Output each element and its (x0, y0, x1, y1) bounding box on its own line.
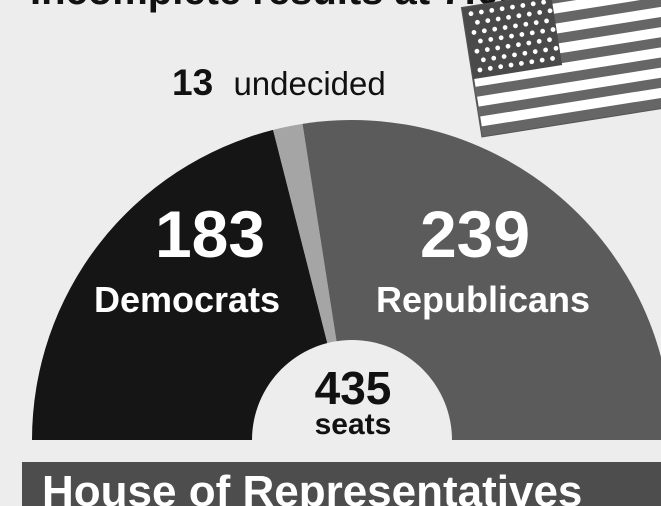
flag-star (492, 26, 498, 32)
flag-star (519, 32, 525, 37)
us-flag-icon (460, 0, 661, 138)
undecided-text: undecided (233, 65, 385, 102)
center-hole (252, 340, 452, 440)
flag-star (530, 1, 536, 7)
flag-star (553, 45, 559, 51)
flag-star (478, 9, 484, 15)
flag-stripe (480, 95, 661, 137)
flag-star (498, 35, 504, 41)
flag-star (502, 25, 508, 30)
flag-star (539, 57, 545, 63)
flag-stripe (477, 75, 661, 117)
flag-star (532, 49, 538, 54)
flag-star (550, 27, 556, 32)
flag-star (540, 28, 546, 34)
flag-star (537, 10, 543, 15)
flag-star (529, 59, 535, 65)
flag-star (522, 50, 528, 56)
flag-star (477, 67, 483, 73)
flag-star (550, 56, 555, 61)
flag-star (541, 0, 546, 5)
flag-star (475, 19, 480, 25)
flag-star (488, 36, 494, 42)
flag-star (499, 6, 505, 12)
undecided-value-label: 13 undecided (172, 62, 386, 103)
flag-star (518, 60, 524, 66)
flag-star (520, 3, 526, 8)
flag-canton (462, 0, 563, 80)
flag-star (489, 7, 495, 13)
flag-star (474, 48, 480, 54)
undecided-value: 13 (172, 62, 213, 103)
democrats-label: Democrats (94, 279, 280, 320)
footer-bar (22, 462, 661, 506)
total-seats-label: seats (315, 408, 392, 441)
flag-star (498, 64, 504, 70)
flag-star (495, 45, 501, 51)
flag-star (468, 11, 474, 17)
footer-title: House of Representatives (42, 467, 582, 506)
flag-star (543, 47, 548, 53)
flag-star (480, 57, 486, 63)
flag-star (471, 30, 477, 35)
flag-star (516, 42, 521, 48)
flag-star (487, 65, 493, 71)
flag-star (513, 23, 518, 29)
flag-star (547, 37, 552, 43)
republicans-label: Republicans (376, 279, 590, 320)
flag-star (512, 52, 517, 58)
flag-star (505, 43, 511, 49)
flag-star (547, 8, 553, 14)
democrats-value: 183 (155, 197, 265, 271)
flag-star (506, 14, 511, 20)
flag-star (477, 38, 483, 44)
flag-star (526, 40, 532, 46)
flag-star (509, 33, 514, 39)
flag-star (501, 54, 507, 59)
republicans-value: 239 (420, 197, 530, 271)
flag-star (484, 47, 490, 52)
flag-stripe (474, 55, 661, 97)
flag-star (510, 4, 515, 10)
total-seats-value: 435 (315, 362, 392, 414)
flag-star (523, 21, 529, 27)
flag-star (491, 55, 497, 61)
flag-star (544, 18, 549, 24)
flag-star (481, 28, 487, 34)
flag-star (529, 30, 535, 36)
flag-stars (468, 0, 559, 73)
flag-star (495, 16, 501, 22)
flag-star (526, 11, 532, 17)
flag-star (536, 38, 542, 44)
flag-star (485, 18, 491, 24)
flag-star (533, 20, 539, 25)
segment-democrats (32, 129, 352, 440)
flag-star (516, 13, 522, 19)
flag-star (508, 62, 514, 68)
